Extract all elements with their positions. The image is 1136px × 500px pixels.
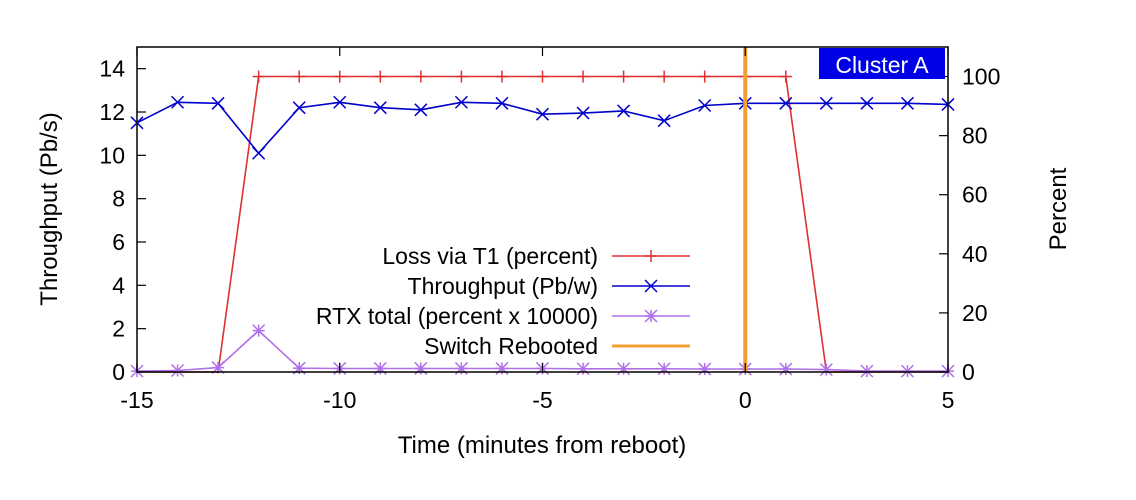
y2-tick-label: 100 (962, 64, 1000, 90)
data-point (576, 362, 590, 376)
data-point (414, 70, 427, 83)
series-line (136, 101, 949, 155)
data-point (373, 101, 387, 115)
legend-label: RTX total (percent x 10000) (316, 303, 598, 329)
data-point (414, 103, 428, 117)
cluster-badge: Cluster A (819, 48, 945, 79)
data-point (698, 98, 712, 113)
data-point (454, 95, 468, 109)
legend-marker (644, 309, 658, 323)
legend: Loss via T1 (percent) Throughput (Pb/w) RT… (316, 243, 690, 359)
data-point (577, 70, 590, 83)
y2-axis-label: Percent (1045, 167, 1072, 250)
y2-tick-label: 60 (962, 182, 988, 208)
data-point (860, 96, 874, 110)
data-point (819, 96, 833, 110)
legend-entry: Loss via T1 (percent) (382, 243, 690, 269)
y-tick-label: 6 (112, 229, 125, 255)
y-tick-label: 2 (112, 316, 125, 342)
data-point (535, 107, 550, 121)
data-point (900, 96, 914, 110)
y2-tick-label: 40 (962, 241, 988, 267)
data-point (779, 96, 793, 110)
series-0 (137, 70, 948, 373)
data-point (333, 95, 347, 109)
x-axis-label: Time (minutes from reboot) (398, 432, 687, 459)
data-point (171, 95, 185, 109)
data-point (455, 70, 468, 83)
data-point (617, 104, 631, 118)
x-tick-label: 0 (739, 387, 752, 413)
data-point (617, 70, 630, 83)
legend-label: Loss via T1 (percent) (382, 243, 598, 269)
data-point (211, 96, 225, 110)
y-tick-label: 4 (112, 272, 125, 298)
y2-tick-label: 0 (962, 359, 975, 385)
y-tick-label: 0 (112, 359, 125, 385)
data-point (657, 114, 671, 128)
data-point (252, 146, 266, 160)
x-tick-label: -5 (532, 387, 552, 413)
y-tick-label: 12 (99, 99, 125, 125)
series-1 (130, 95, 955, 160)
y2-tick-label: 20 (962, 300, 988, 326)
data-point (495, 70, 508, 83)
legend-label: Switch Rebooted (424, 333, 598, 359)
cluster-badge-text: Cluster A (835, 52, 929, 78)
data-point (779, 70, 792, 83)
data-point (860, 364, 874, 378)
cluster-badge-bg (819, 48, 945, 79)
data-point (657, 362, 671, 376)
data-point (292, 101, 306, 115)
y-axis-label: Throughput (Pb/s) (36, 112, 63, 305)
y-tick-label: 10 (99, 142, 125, 168)
data-point (698, 362, 712, 376)
legend-entry: RTX total (percent x 10000) (316, 303, 690, 329)
data-point (374, 70, 387, 83)
y2-tick-label: 80 (962, 123, 988, 149)
data-point (252, 70, 265, 83)
data-point (495, 96, 509, 110)
legend-marker (645, 250, 657, 262)
data-point (819, 363, 833, 377)
y-tick-label: 14 (99, 56, 125, 82)
data-point (617, 362, 631, 376)
data-point (171, 363, 185, 378)
data-point (658, 70, 671, 83)
y-tick-label: 8 (112, 186, 125, 212)
x-tick-label: -10 (323, 387, 356, 413)
data-point (779, 362, 793, 376)
legend-marker (644, 279, 658, 293)
data-point (576, 106, 590, 120)
legend-entry: Throughput (Pb/w) (408, 273, 690, 299)
data-point (698, 70, 711, 83)
data-point (293, 70, 306, 83)
data-point (900, 364, 914, 378)
legend-label: Throughput (Pb/w) (408, 273, 598, 299)
data-point (333, 70, 346, 83)
data-point (252, 324, 266, 338)
legend-entry: Switch Rebooted (424, 333, 690, 359)
x-tick-label: 5 (942, 387, 955, 413)
data-point (536, 70, 549, 83)
x-tick-label: -15 (120, 387, 153, 413)
